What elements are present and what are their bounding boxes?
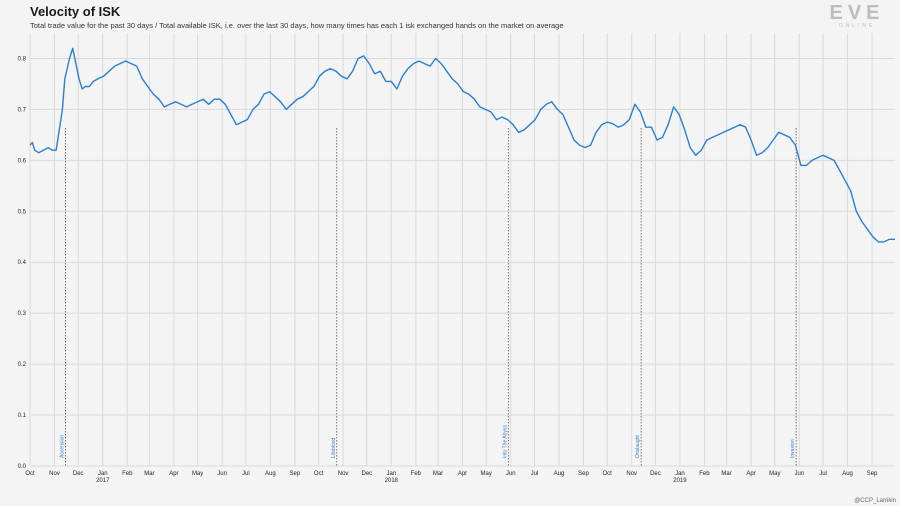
x-tick-label: Aug (265, 471, 276, 477)
x-tick-label: Feb (122, 471, 133, 477)
velocity-series-line (29, 47, 895, 243)
x-tick-label: Sep (290, 471, 301, 477)
x-tick-label: Mar (721, 471, 731, 477)
release-marker-label: Onslaught (635, 435, 641, 458)
x-tick-label: Nov (626, 471, 637, 477)
x-tick-label: Sep (578, 471, 589, 477)
x-tick-label: Aug (842, 471, 853, 477)
chart-title: Velocity of ISK (30, 4, 121, 19)
eve-online-logo: EVE ONLINE (826, 3, 888, 30)
release-marker-label: Into The Abyss (502, 425, 508, 458)
x-tick-label: Jan (386, 471, 396, 477)
x-tick-label: Oct (25, 471, 35, 477)
logo-main-text: EVE (829, 2, 885, 24)
x-tick-label: Dec (361, 471, 372, 477)
x-tick-label: Jun (506, 471, 516, 477)
y-tick-label: 0.4 (18, 260, 27, 266)
x-tick-label: Jan (98, 471, 108, 477)
x-tick-label: Mar (144, 471, 154, 477)
x-tick-label: May (481, 471, 492, 477)
x-tick-label: Jul (819, 471, 827, 477)
x-tick-label: Aug (554, 471, 565, 477)
y-tick-label: 0.6 (18, 158, 27, 164)
x-tick-label: Feb (411, 471, 422, 477)
chart-subtitle: Total trade value for the past 30 days /… (30, 21, 564, 30)
x-tick-label: Sep (867, 471, 878, 477)
x-tick-label: Jun (794, 471, 804, 477)
author-credit: @CCP_Larrikin (854, 498, 896, 504)
release-marker-label: Lifeblood (331, 437, 337, 458)
x-tick-label: Dec (73, 471, 84, 477)
x-year-label: 2017 (96, 478, 110, 484)
x-tick-label: Mar (433, 471, 443, 477)
logo-sub-text: ONLINE (838, 23, 876, 29)
release-marker-label: Ascension (60, 435, 66, 458)
x-tick-label: Jul (531, 471, 539, 477)
x-tick-label: Apr (169, 471, 178, 477)
x-tick-label: Apr (458, 471, 467, 477)
x-year-label: 2018 (385, 478, 399, 484)
x-year-label: 2019 (673, 478, 687, 484)
x-tick-label: Jul (242, 471, 250, 477)
x-tick-label: May (192, 471, 203, 477)
x-tick-label: Oct (603, 471, 613, 477)
release-marker-label: Invasion (790, 439, 796, 458)
x-tick-label: May (769, 471, 780, 477)
x-tick-label: Nov (49, 471, 60, 477)
x-tick-label: Feb (699, 471, 710, 477)
y-tick-label: 0.3 (18, 311, 27, 317)
x-tick-label: Jun (217, 471, 227, 477)
y-tick-label: 0.2 (18, 362, 27, 368)
x-tick-label: Jan (675, 471, 685, 477)
x-tick-label: Dec (650, 471, 661, 477)
y-tick-label: 0.7 (18, 107, 27, 113)
y-tick-label: 0.0 (18, 464, 27, 470)
x-tick-label: Apr (746, 471, 755, 477)
y-tick-label: 0.1 (18, 413, 27, 419)
x-tick-label: Nov (338, 471, 349, 477)
y-tick-label: 0.5 (18, 209, 27, 215)
y-tick-label: 0.8 (18, 56, 27, 62)
x-tick-label: Oct (314, 471, 324, 477)
